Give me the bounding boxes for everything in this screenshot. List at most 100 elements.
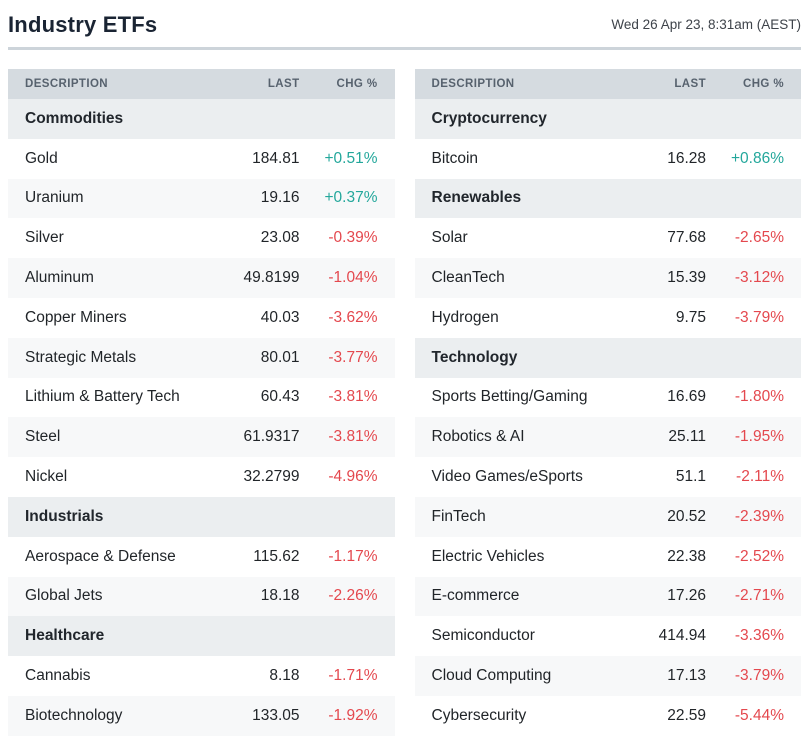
section-header-row: Cryptocurrency: [414, 99, 801, 139]
etf-last-price: 61.9317: [243, 428, 300, 446]
table-row[interactable]: Nickel 32.2799 -4.96%: [8, 457, 395, 497]
etf-description: Sports Betting/Gaming: [431, 388, 588, 406]
etf-change-percent: -5.44%: [734, 706, 784, 724]
table-row[interactable]: Global Jets 18.18 -2.26%: [8, 576, 395, 617]
etf-change-percent: -3.77%: [328, 348, 378, 366]
table-row[interactable]: Biotechnology 133.05 -1.92%: [8, 695, 395, 736]
etf-description: Robotics & AI: [431, 428, 525, 446]
etf-last-price: 17.13: [667, 667, 706, 685]
etf-change-percent: -4.96%: [328, 468, 378, 486]
etf-last-price: 16.69: [667, 388, 706, 406]
table-row[interactable]: Cybersecurity 22.59 -5.44%: [414, 695, 801, 736]
etf-last-price: 9.75: [675, 308, 706, 326]
etf-description: Aluminum: [25, 269, 94, 287]
etf-change-percent: -2.71%: [734, 587, 784, 605]
etf-change-percent: -1.17%: [328, 547, 378, 565]
section-name: Technology: [431, 348, 518, 366]
etf-change-percent: -2.39%: [734, 507, 784, 525]
section-name: Industrials: [25, 507, 104, 525]
etf-description: E-commerce: [431, 587, 520, 605]
etf-last-price: 22.59: [667, 706, 706, 724]
etf-change-percent: +0.86%: [730, 149, 784, 167]
table-row[interactable]: FinTech 20.52 -2.39%: [414, 496, 801, 537]
column-header-row: DESCRIPTION LAST CHG %: [414, 69, 801, 99]
section-header-row: Commodities: [8, 99, 395, 139]
table-row[interactable]: Semiconductor 414.94 -3.36%: [414, 616, 801, 657]
table-row[interactable]: Robotics & AI 25.11 -1.95%: [414, 417, 801, 458]
etf-last-price: 40.03: [260, 308, 300, 326]
table-row[interactable]: Cloud Computing 17.13 -3.79%: [414, 656, 801, 696]
etf-change-percent: -2.65%: [734, 229, 784, 247]
column-header-last: LAST: [674, 78, 706, 90]
etf-change-percent: -1.71%: [328, 667, 378, 685]
table-row[interactable]: CleanTech 15.39 -3.12%: [414, 258, 801, 298]
etf-last-price: 19.16: [260, 189, 300, 207]
table-row[interactable]: Hydrogen 9.75 -3.79%: [414, 297, 801, 338]
etf-change-percent: -3.62%: [328, 308, 378, 326]
etf-change-percent: +0.51%: [324, 149, 378, 167]
etf-last-price: 184.81: [252, 149, 300, 167]
etf-change-percent: -3.81%: [328, 428, 378, 446]
table-row[interactable]: Steel 61.9317 -3.81%: [8, 417, 395, 458]
table-row[interactable]: Solar 77.68 -2.65%: [414, 218, 801, 259]
column-header-chg: CHG %: [743, 78, 784, 90]
etf-last-price: 414.94: [658, 627, 706, 645]
table-row[interactable]: Cannabis 8.18 -1.71%: [8, 656, 395, 696]
etf-description: Biotechnology: [25, 706, 123, 724]
table-row[interactable]: Sports Betting/Gaming 16.69 -1.80%: [414, 377, 801, 418]
section-header-row: Industrials: [8, 496, 395, 537]
etf-description: FinTech: [431, 507, 486, 525]
etf-change-percent: -1.80%: [734, 388, 784, 406]
etf-last-price: 23.08: [260, 229, 300, 247]
etf-change-percent: -2.26%: [328, 587, 378, 605]
column-header-description: DESCRIPTION: [25, 78, 108, 90]
etf-last-price: 8.18: [269, 667, 300, 685]
etf-last-price: 15.39: [667, 269, 706, 287]
page-header: Industry ETFs Wed 26 Apr 23, 8:31am (AES…: [0, 0, 809, 40]
etf-table-right: DESCRIPTION LAST CHG % Cryptocurrency Bitcoi…: [414, 69, 801, 736]
etf-change-percent: -3.36%: [734, 627, 784, 645]
etf-description: Lithium & Battery Tech: [25, 388, 180, 406]
column-header-description: DESCRIPTION: [431, 78, 515, 90]
etf-change-percent: -3.81%: [328, 388, 378, 406]
etf-change-percent: +0.37%: [324, 189, 378, 207]
table-row[interactable]: Aerospace & Defense 115.62 -1.17%: [8, 536, 395, 577]
section-header-row: Technology: [414, 337, 801, 378]
timestamp: Wed 26 Apr 23, 8:31am (AEST): [611, 17, 801, 32]
etf-table-left: DESCRIPTION LAST CHG % Commodities Gold 184.8…: [8, 69, 395, 736]
etf-change-percent: -2.11%: [736, 468, 784, 486]
table-row[interactable]: Electric Vehicles 22.38 -2.52%: [414, 536, 801, 577]
etf-description: Silver: [25, 229, 64, 247]
etf-description: Solar: [431, 229, 468, 247]
section-name: Commodities: [25, 109, 124, 127]
etf-description: Hydrogen: [431, 308, 499, 326]
etf-description: Bitcoin: [431, 149, 479, 167]
etf-description: Uranium: [25, 189, 84, 207]
section-name: Renewables: [431, 189, 522, 207]
table-row[interactable]: Aluminum 49.8199 -1.04%: [8, 258, 395, 298]
column-header-row: DESCRIPTION LAST CHG %: [8, 69, 395, 99]
etf-description: Semiconductor: [431, 627, 535, 645]
table-row[interactable]: Uranium 19.16 +0.37%: [8, 178, 395, 219]
etf-description: Global Jets: [25, 587, 103, 605]
table-row[interactable]: E-commerce 17.26 -2.71%: [414, 576, 801, 617]
etf-description: CleanTech: [431, 269, 505, 287]
etf-change-percent: -1.95%: [734, 428, 784, 446]
etf-change-percent: -3.12%: [734, 269, 784, 287]
table-row[interactable]: Silver 23.08 -0.39%: [8, 218, 395, 259]
table-row[interactable]: Copper Miners 40.03 -3.62%: [8, 297, 395, 338]
table-row[interactable]: Bitcoin 16.28 +0.86%: [414, 138, 801, 179]
etf-description: Nickel: [25, 468, 68, 486]
column-header-chg: CHG %: [336, 78, 378, 90]
table-row[interactable]: Video Games/eSports 51.1 -2.11%: [414, 457, 801, 497]
page-title: Industry ETFs: [8, 11, 158, 37]
etf-last-price: 60.43: [260, 388, 300, 406]
etf-last-price: 49.8199: [243, 269, 300, 287]
etf-last-price: 25.11: [668, 428, 706, 446]
table-row[interactable]: Strategic Metals 80.01 -3.77%: [8, 337, 395, 378]
etf-last-price: 18.18: [260, 587, 300, 605]
table-row[interactable]: Gold 184.81 +0.51%: [8, 138, 395, 179]
table-row[interactable]: Lithium & Battery Tech 60.43 -3.81%: [8, 377, 395, 418]
etf-tables: DESCRIPTION LAST CHG % Commodities Gold 184.8…: [0, 69, 809, 736]
